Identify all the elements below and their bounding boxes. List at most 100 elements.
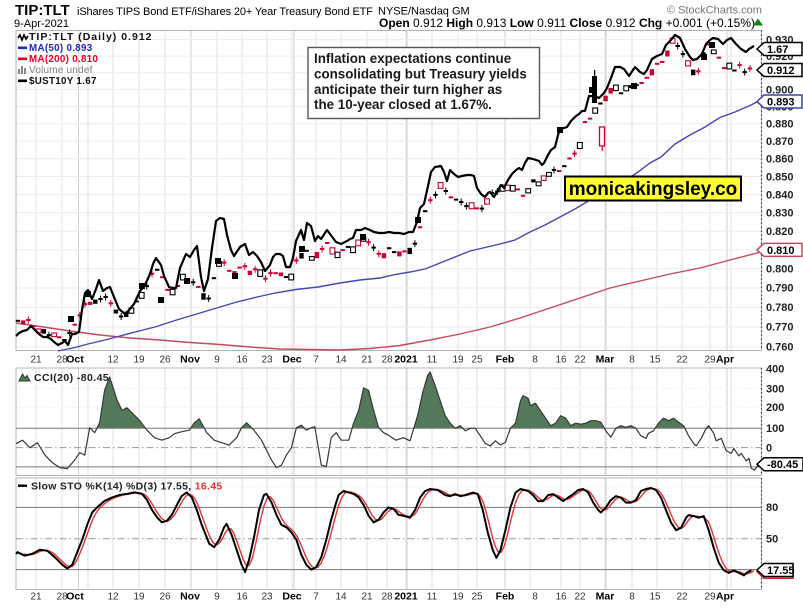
svg-text:12: 12 — [107, 592, 119, 603]
svg-text:0.790: 0.790 — [766, 283, 794, 295]
svg-text:17.55: 17.55 — [767, 565, 795, 577]
svg-text:Volume undef: Volume undef — [29, 65, 93, 76]
svg-text:23: 23 — [261, 592, 273, 603]
svg-text:TIP:TLT: TIP:TLT — [15, 2, 70, 19]
svg-text:0.830: 0.830 — [766, 208, 794, 220]
svg-text:MA(200) 0.810: MA(200) 0.810 — [29, 54, 98, 65]
svg-text:0.870: 0.870 — [766, 136, 794, 148]
svg-text:0.780: 0.780 — [766, 302, 794, 314]
svg-text:15: 15 — [649, 355, 661, 366]
svg-text:26: 26 — [159, 592, 171, 603]
svg-text:1.67: 1.67 — [767, 44, 788, 56]
svg-text:Dec: Dec — [282, 354, 301, 366]
svg-text:16: 16 — [555, 592, 567, 603]
svg-text:22: 22 — [574, 592, 586, 603]
svg-text:iShares TIPS Bond ETF/iShares: iShares TIPS Bond ETF/iShares 20+ Year T… — [77, 6, 373, 18]
svg-text:16: 16 — [236, 592, 248, 603]
svg-text:Mar: Mar — [596, 591, 615, 603]
svg-text:9: 9 — [214, 355, 220, 366]
svg-text:21: 21 — [30, 592, 42, 603]
svg-text:0.912: 0.912 — [767, 65, 795, 77]
svg-text:Inflation expectations continu: Inflation expectations continue — [314, 51, 511, 66]
svg-text:0.880: 0.880 — [766, 119, 794, 131]
svg-text:Open 0.912 High 0.913 Low 0.91: Open 0.912 High 0.913 Low 0.911 Close 0.… — [379, 16, 755, 30]
svg-text:Dec: Dec — [282, 591, 301, 603]
svg-text:$UST10Y 1.67: $UST10Y 1.67 — [29, 76, 97, 87]
svg-text:0.760: 0.760 — [766, 342, 794, 354]
svg-text:200: 200 — [766, 402, 784, 414]
svg-text:11: 11 — [427, 592, 438, 603]
svg-text:-80.45: -80.45 — [767, 459, 798, 471]
svg-text:16: 16 — [555, 355, 567, 366]
svg-text:0.840: 0.840 — [766, 189, 794, 201]
svg-text:14: 14 — [335, 592, 347, 603]
svg-text:Mar: Mar — [596, 354, 615, 366]
svg-text:80: 80 — [766, 502, 778, 514]
svg-text:12: 12 — [107, 355, 119, 366]
svg-text:14: 14 — [335, 355, 347, 366]
svg-text:22: 22 — [676, 592, 688, 603]
svg-text:21: 21 — [30, 355, 42, 366]
svg-text:Nov: Nov — [180, 354, 200, 366]
svg-text:0.770: 0.770 — [766, 322, 794, 334]
svg-text:monicakingsley.co: monicakingsley.co — [569, 179, 738, 200]
svg-text:0.893: 0.893 — [767, 96, 795, 108]
svg-text:Oct: Oct — [66, 591, 84, 603]
svg-text:16: 16 — [236, 355, 248, 366]
svg-text:19: 19 — [133, 355, 145, 366]
svg-text:9-Apr-2021: 9-Apr-2021 — [14, 18, 69, 30]
svg-text:23: 23 — [261, 355, 273, 366]
svg-text:Slow STO %K(14) %D(3) 17.55, 1: Slow STO %K(14) %D(3) 17.55, 16.45 — [31, 481, 223, 493]
svg-text:28: 28 — [381, 592, 393, 603]
svg-text:100: 100 — [766, 423, 784, 435]
svg-text:Oct: Oct — [66, 354, 84, 366]
svg-text:8: 8 — [629, 592, 635, 603]
svg-text:29: 29 — [704, 592, 716, 603]
svg-text:9: 9 — [214, 592, 220, 603]
svg-text:7: 7 — [313, 355, 319, 366]
svg-text:22: 22 — [574, 355, 586, 366]
svg-text:© StockCharts.com: © StockCharts.com — [667, 5, 762, 17]
svg-text:50: 50 — [766, 534, 778, 546]
svg-text:0.810: 0.810 — [767, 245, 795, 257]
svg-text:0.820: 0.820 — [766, 226, 794, 238]
svg-text:19: 19 — [452, 355, 464, 366]
svg-text:11: 11 — [427, 355, 438, 366]
svg-text:28: 28 — [56, 355, 68, 366]
svg-text:anticipate their turn higher a: anticipate their turn higher as — [314, 82, 502, 97]
svg-text:22: 22 — [676, 355, 688, 366]
svg-text:29: 29 — [704, 355, 716, 366]
svg-text:8: 8 — [532, 355, 538, 366]
svg-text:Apr: Apr — [716, 354, 734, 366]
svg-text:19: 19 — [452, 592, 464, 603]
svg-text:0: 0 — [766, 442, 772, 454]
svg-text:Feb: Feb — [496, 591, 515, 603]
svg-text:the 10-year closed at 1.67%.: the 10-year closed at 1.67%. — [314, 97, 492, 112]
svg-text:15: 15 — [649, 592, 661, 603]
svg-text:0.800: 0.800 — [766, 264, 794, 276]
svg-text:28: 28 — [56, 592, 68, 603]
svg-text:7: 7 — [313, 592, 319, 603]
svg-text:26: 26 — [159, 355, 171, 366]
svg-text:21: 21 — [361, 592, 373, 603]
svg-text:21: 21 — [361, 355, 373, 366]
svg-text:NYSE/Nasdaq GM: NYSE/Nasdaq GM — [378, 6, 470, 18]
svg-text:2021: 2021 — [394, 354, 418, 366]
svg-text:25: 25 — [471, 592, 483, 603]
svg-text:25: 25 — [471, 355, 483, 366]
svg-text:2021: 2021 — [394, 591, 418, 603]
svg-text:MA(50) 0.893: MA(50) 0.893 — [29, 43, 93, 54]
svg-text:28: 28 — [381, 355, 393, 366]
svg-text:8: 8 — [629, 355, 635, 366]
svg-text:0.850: 0.850 — [766, 171, 794, 183]
svg-text:300: 300 — [766, 383, 784, 395]
svg-text:19: 19 — [133, 592, 145, 603]
svg-text:Nov: Nov — [180, 591, 200, 603]
svg-text:CCI(20) -80.45: CCI(20) -80.45 — [34, 372, 109, 384]
svg-text:0.900: 0.900 — [766, 84, 794, 96]
svg-text:8: 8 — [532, 592, 538, 603]
svg-text:Apr: Apr — [716, 591, 734, 603]
svg-text:consolidating but Treasury yie: consolidating but Treasury yields — [314, 66, 527, 81]
svg-text:TIP:TLT (Daily) 0.912: TIP:TLT (Daily) 0.912 — [29, 31, 153, 43]
svg-text:Feb: Feb — [496, 354, 515, 366]
